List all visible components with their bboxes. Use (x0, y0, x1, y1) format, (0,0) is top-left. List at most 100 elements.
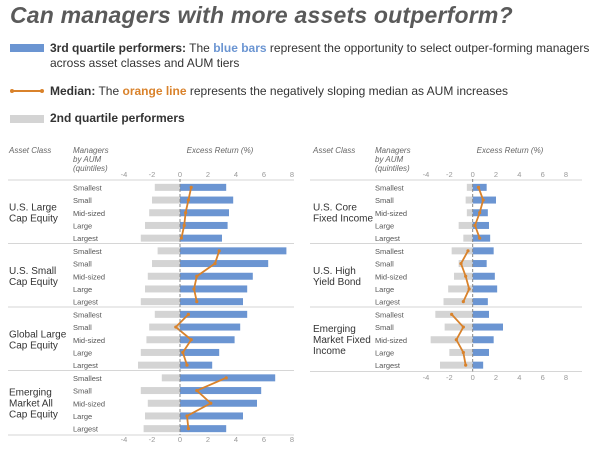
legend-swatch-orange-dot-right (40, 89, 44, 93)
legend-item-median: Median: The orange line represents the n… (10, 84, 590, 100)
q3-bar (472, 260, 487, 268)
tier-label: Largest (73, 425, 99, 434)
q3-bar (472, 336, 494, 344)
q3-bar (472, 272, 495, 280)
median-point (464, 363, 468, 367)
x-tick-label-bottom: 4 (517, 373, 521, 382)
legend-text-median: Median: The orange line represents the n… (50, 84, 590, 99)
median-point (189, 185, 193, 189)
q3-bar (180, 196, 234, 204)
x-tick-label-bottom: -4 (423, 373, 430, 382)
q2-bar (458, 260, 473, 268)
asset-class-label: Cap Equity (9, 340, 58, 351)
asset-class-label: Cap Equity (9, 213, 58, 224)
asset-class-label: U.S. High (313, 266, 356, 277)
x-tick-label-top: 4 (517, 170, 521, 179)
asset-class-label: Yield Bond (313, 277, 361, 288)
q2-bar (145, 412, 180, 420)
asset-class-label: Cap Equity (9, 277, 58, 288)
tier-label: Smallest (73, 183, 103, 192)
legend-swatch-blue (10, 44, 44, 52)
q2-bar (154, 310, 180, 318)
q2-bar (152, 260, 180, 268)
median-point (481, 198, 485, 202)
tier-label: Smallest (73, 310, 103, 319)
legend-item-q2: 2nd quartile performers (10, 111, 590, 127)
median-point (184, 211, 188, 215)
header-managers-line: (quintiles) (375, 164, 410, 173)
median-point (195, 300, 199, 304)
median-point (466, 249, 470, 253)
q3-bar (180, 348, 220, 356)
q3-bar (180, 234, 222, 242)
median-point (224, 376, 228, 380)
asset-class-label: Global Large (9, 329, 67, 340)
asset-class-label: Market Fixed (313, 335, 371, 346)
tier-label: Largest (375, 361, 401, 370)
asset-class-label: Cap Equity (9, 409, 58, 420)
q2-bar (138, 361, 180, 369)
tier-label: Largest (375, 298, 401, 307)
median-point (186, 427, 190, 431)
q2-bar (463, 234, 473, 242)
q2-bar (152, 196, 180, 204)
tier-label: Small (375, 196, 394, 205)
q3-bar (180, 310, 248, 318)
q3-bar (180, 209, 229, 217)
median-point (473, 223, 477, 228)
median-point (459, 261, 463, 266)
median-point (476, 185, 481, 189)
median-point (192, 287, 196, 291)
q2-bar (157, 247, 180, 255)
legend-text-q2: 2nd quartile performers (50, 111, 590, 126)
q2-bar (149, 323, 180, 331)
x-tick-label-top: 8 (290, 170, 294, 179)
q3-bar (180, 425, 227, 433)
q2-bar (145, 285, 180, 293)
tier-label: Largest (375, 234, 401, 243)
tier-label: Largest (73, 361, 99, 370)
tier-label: Large (375, 221, 394, 230)
tier-label: Mid-sized (375, 336, 407, 345)
q3-bar (472, 310, 489, 318)
asset-class-label: Emerging (9, 387, 52, 398)
tier-label: Mid-sized (375, 272, 407, 281)
x-tick-label-bottom: -2 (446, 373, 453, 382)
legend-highlight-median: orange line (122, 84, 187, 98)
tier-label: Large (375, 285, 394, 294)
q3-bar (180, 247, 287, 255)
header-excess-return: Excess Return (%) (187, 146, 254, 155)
header-excess-return: Excess Return (%) (477, 146, 544, 155)
q3-bar (180, 412, 243, 420)
legend-swatch-orange (10, 89, 44, 93)
x-tick-label-top: 2 (494, 170, 498, 179)
tier-label: Largest (73, 234, 99, 243)
q3-bar (180, 260, 269, 268)
q3-bar (180, 298, 243, 306)
x-tick-label-bottom: 2 (494, 373, 498, 382)
tier-label: Large (73, 285, 92, 294)
legend-swatch-gray-rect (10, 115, 44, 123)
asset-class-label: Income (313, 346, 346, 357)
asset-class-label: Emerging (313, 324, 356, 335)
x-tick-label-top: 6 (262, 170, 266, 179)
tier-label: Large (73, 348, 92, 357)
q2-bar (147, 399, 180, 407)
q2-bar (143, 425, 180, 433)
q2-bar (465, 196, 473, 204)
legend-item-q3: 3rd quartile performers: The blue bars r… (10, 41, 590, 73)
q3-bar (180, 183, 227, 191)
q3-bar (180, 323, 241, 331)
x-tick-label-bottom: 8 (290, 435, 294, 444)
median-point (217, 249, 221, 253)
q3-bar (472, 323, 503, 331)
x-tick-label-bottom: -2 (149, 435, 156, 444)
tier-label: Mid-sized (73, 336, 105, 345)
tier-label: Small (73, 323, 92, 332)
q2-bar (145, 221, 180, 229)
asset-class-label: U.S. Small (9, 266, 56, 277)
q2-bar (146, 336, 180, 344)
q2-bar (435, 310, 473, 318)
x-tick-label-top: -4 (121, 170, 128, 179)
legend-bold-median: Median: (50, 84, 96, 98)
